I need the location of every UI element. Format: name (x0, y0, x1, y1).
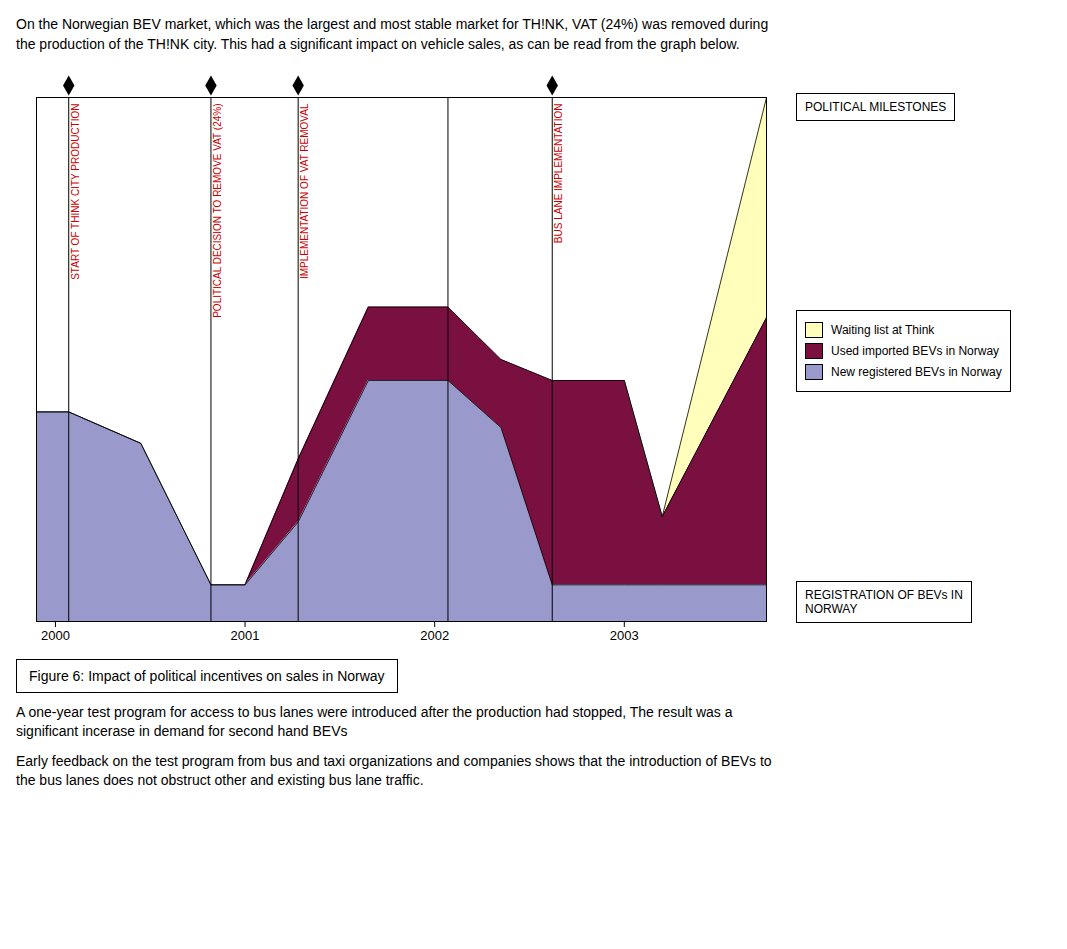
svg-text:2002: 2002 (420, 627, 449, 642)
html-text:New registered BEVs in Norway: New registered BEVs in Norway (831, 364, 1002, 379)
svg-text:START OF THINK CITY PRODUCTION: START OF THINK CITY PRODUCTION (70, 103, 81, 279)
svg-text:2001: 2001 (231, 627, 260, 642)
html-text:A one-year test program for ac: A one-year test program for access to bu… (16, 703, 733, 740)
svg-text:2003: 2003 (610, 627, 639, 642)
svg-text:BUS LANE IMPLEMENTATION: BUS LANE IMPLEMENTATION (553, 103, 564, 243)
html-text:Early feedback on the test pro: Early feedback on the test program from … (16, 752, 772, 789)
svg-text:POLITICAL DECISION TO REMOVE V: POLITICAL DECISION TO REMOVE VAT (24%) (212, 103, 223, 317)
html-text:Used imported BEVs in Norway: Used imported BEVs in Norway (831, 343, 1000, 358)
html-text:POLITICAL MILESTONES: POLITICAL MILESTONES (805, 99, 947, 114)
html-text:REGISTRATION OF BEVs IN NORWAY: REGISTRATION OF BEVs IN NORWAY (805, 587, 963, 616)
svg-text:2000: 2000 (41, 627, 70, 642)
html-text:Waiting list at Think: Waiting list at Think (831, 322, 935, 337)
html-text:Figure 6: Impact of political: Figure 6: Impact of political incentives… (29, 667, 385, 684)
svg-text:IMPLEMENTATION OF VAT REMOVAL: IMPLEMENTATION OF VAT REMOVAL (299, 103, 310, 279)
html-text:On the Norwegian BEV market, w: On the Norwegian BEV market, which was t… (16, 16, 769, 53)
